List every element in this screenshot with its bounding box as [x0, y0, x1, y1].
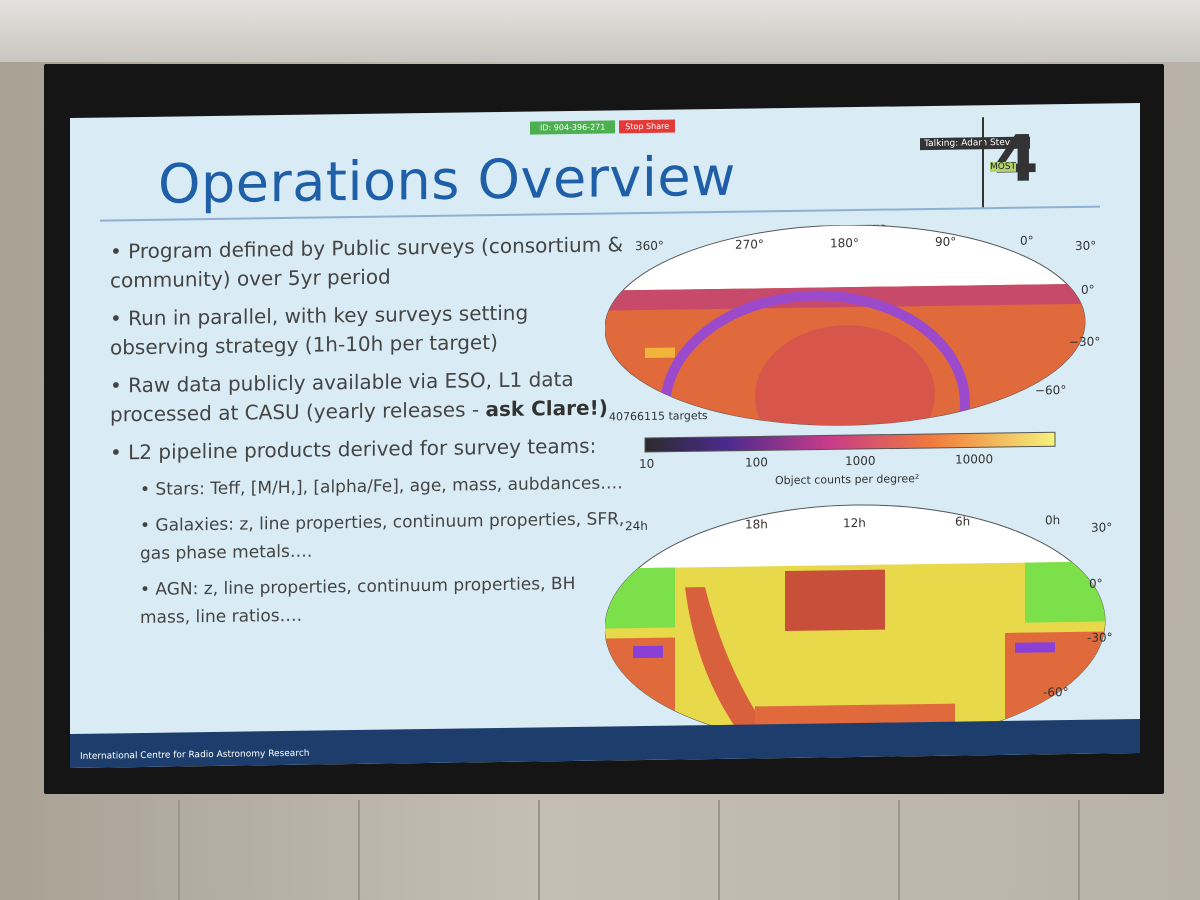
map2-lat-30: 30° — [1091, 520, 1112, 534]
logo-number: 4 — [994, 122, 1039, 198]
subbullet-agn: • AGN: z, line properties, continuum pro… — [140, 573, 576, 629]
map1-lon-180: 180° — [830, 236, 859, 250]
slide: ID: 904-396-271 Stop Share Operations Ov… — [70, 103, 1140, 768]
colorbar-tick-1000: 1000 — [845, 454, 876, 468]
ceiling — [0, 0, 1200, 62]
map1-lat-30: 30° — [1075, 239, 1096, 253]
map1-lat-m30: −30° — [1069, 335, 1100, 349]
colorbar — [644, 431, 1056, 453]
bullet-3: • Raw data publicly available via ESO, L… — [110, 364, 630, 429]
map1-lon-360: 360° — [635, 239, 664, 253]
map2-lat-m30: -30° — [1087, 630, 1113, 644]
map2-lon-0h: 0h — [1045, 513, 1060, 527]
map2-lon-6h: 6h — [955, 514, 970, 528]
footer-text: International Centre for Radio Astronomy… — [80, 748, 310, 762]
logo-text: MOST — [990, 161, 1017, 173]
map1-lat-m60: −60° — [1035, 383, 1066, 397]
colorbar-label: Object counts per degree² — [775, 472, 919, 487]
colorbar-tick-10: 10 — [639, 457, 654, 471]
map1-lon-270: 270° — [735, 237, 764, 251]
map2-lon-labels: 24h 18h 12h 6h 0h — [625, 513, 1060, 533]
bullet-3-bold: ask Clare!) — [485, 395, 608, 422]
subbullet-stars: • Stars: Teff, [M/H,], [alpha/Fe], age, … — [140, 473, 623, 501]
colorbar-tick-100: 100 — [745, 455, 768, 469]
map2-heatmap — [605, 561, 1105, 749]
bullet-list: • Program defined by Public surveys (con… — [110, 230, 630, 640]
slide-title: Operations Overview — [158, 144, 736, 216]
bullet-1: • Program defined by Public surveys (con… — [110, 232, 624, 293]
map1-lat-labels: 30° 0° −30° −60° — [1035, 239, 1100, 398]
map2-lat-m60: -60° — [1043, 685, 1069, 699]
title-bar: Operations Overview Talking: Adam Steven… — [100, 115, 1100, 222]
subbullet-galaxies: • Galaxies: z, line properties, continuu… — [140, 509, 625, 565]
map2-lon-18h: 18h — [745, 517, 768, 531]
bullet-4: • L2 pipeline products derived for surve… — [110, 433, 597, 465]
4most-logo: 4 MOST — [982, 116, 1060, 208]
colorbar-tick-10000: 10000 — [955, 452, 993, 467]
map2-lon-12h: 12h — [843, 516, 866, 530]
bullet-2: • Run in parallel, with key surveys sett… — [110, 300, 529, 360]
map1-lon-90: 90° — [935, 235, 956, 249]
colorbar-ticks: 10 100 1000 10000 — [639, 452, 993, 471]
map2-lon-24h: 24h — [625, 519, 648, 533]
map1-lon-labels: 360° 270° 180° 90° 0° — [635, 234, 1034, 254]
map2-lat-labels: 30° 0° -30° -60° — [1043, 520, 1113, 699]
map1-lon-0: 0° — [1020, 234, 1034, 248]
map2-lat-0: 0° — [1089, 577, 1103, 591]
map1-target-count: 40766115 targets — [609, 409, 708, 423]
map1-lat-0: 0° — [1081, 283, 1095, 297]
sky-maps: All Targets 360° 270° 180° 90° 0° 30° 0°… — [605, 221, 1113, 749]
wall-panels — [0, 800, 1200, 900]
